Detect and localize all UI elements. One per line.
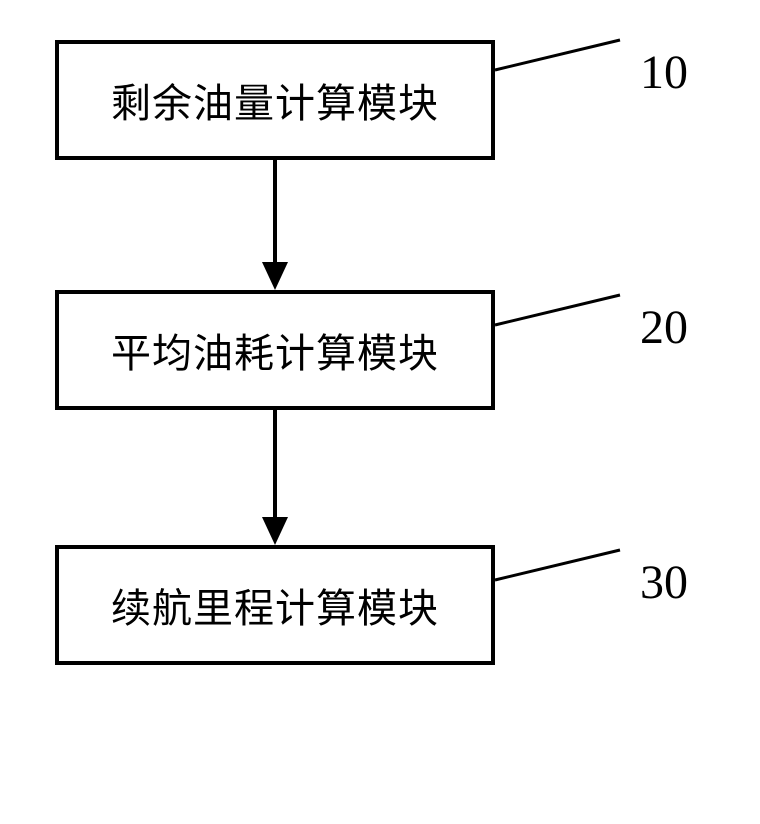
node-number-30: 30	[640, 555, 688, 610]
diagram-canvas: 剩余油量计算模块 10 平均油耗计算模块 20 续航里程计算模块	[0, 0, 760, 824]
leader-line-30	[0, 0, 760, 824]
